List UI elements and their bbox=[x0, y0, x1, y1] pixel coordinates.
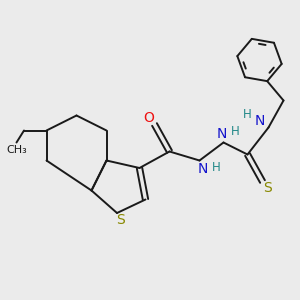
Text: H: H bbox=[243, 107, 252, 121]
Text: CH₃: CH₃ bbox=[6, 145, 27, 155]
Text: S: S bbox=[262, 181, 272, 195]
Text: H: H bbox=[231, 124, 240, 138]
Text: O: O bbox=[144, 111, 154, 125]
Text: S: S bbox=[116, 213, 125, 226]
Text: H: H bbox=[212, 160, 220, 174]
Text: N: N bbox=[217, 127, 227, 141]
Text: N: N bbox=[255, 114, 265, 128]
Text: N: N bbox=[198, 162, 208, 176]
